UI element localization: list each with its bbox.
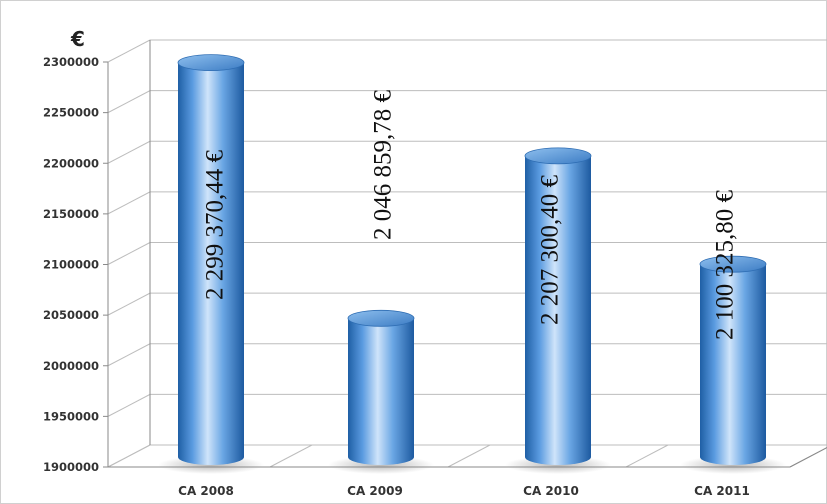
data-label: 2 100 325,80 €	[712, 190, 739, 341]
gridline-diagonal	[107, 140, 151, 164]
x-category-label: CA 2009	[347, 484, 403, 498]
y-tick-label: 2000000	[43, 359, 99, 373]
data-label: 2 207 300,40 €	[537, 175, 564, 326]
x-category-label: CA 2010	[523, 484, 579, 498]
bar	[680, 255, 786, 474]
floor-divider	[625, 444, 669, 468]
gridline-diagonal	[107, 39, 151, 63]
y-tick-label: 1950000	[43, 409, 99, 423]
y-tick-label: 2100000	[43, 258, 99, 272]
bar	[328, 309, 434, 474]
floor-divider	[447, 444, 491, 468]
bars	[158, 54, 786, 474]
bar-top	[524, 147, 592, 165]
gridline-diagonal	[107, 343, 151, 367]
y-axis-ticks: 1900000 1950000 2000000 2050000 2100000 21500…	[43, 55, 108, 474]
gridline-diagonal	[107, 242, 151, 265]
bar-top	[347, 309, 415, 327]
y-tick-label: 2200000	[43, 156, 99, 170]
gridline-diagonal	[107, 393, 151, 417]
y-axis-unit-label: €	[70, 27, 85, 51]
gridline-diagonal	[107, 191, 151, 215]
y-tick-label: 2050000	[43, 308, 99, 322]
x-category-label: CA 2008	[178, 484, 234, 498]
x-axis-categories: CA 2008 CA 2009 CA 2010 CA 2011	[178, 484, 750, 498]
y-tick-label: 2150000	[43, 207, 99, 221]
bar-body	[700, 264, 766, 465]
bar-body	[348, 318, 414, 465]
data-label: 2 046 859,78 €	[370, 90, 397, 241]
y-tick-label: 2250000	[43, 106, 99, 120]
y-tick-label: 2300000	[43, 55, 99, 69]
bar-body	[525, 155, 591, 465]
bar-top	[177, 54, 245, 72]
floor-edge	[789, 447, 827, 468]
bar	[505, 147, 611, 474]
bar	[158, 54, 264, 474]
gridline-diagonal	[107, 444, 151, 468]
floor-divider	[269, 444, 313, 468]
gridline-diagonal	[107, 292, 151, 316]
x-category-label: CA 2011	[694, 484, 750, 498]
bar-body	[178, 62, 244, 466]
data-label: 2 299 370,44 €	[202, 150, 229, 301]
y-tick-label: 1900000	[43, 460, 99, 474]
gridline-diagonal	[107, 90, 151, 114]
bar-top	[699, 255, 767, 273]
data-labels: 2 299 370,44 € 2 046 859,78 € 2 207 300,40…	[202, 90, 739, 341]
